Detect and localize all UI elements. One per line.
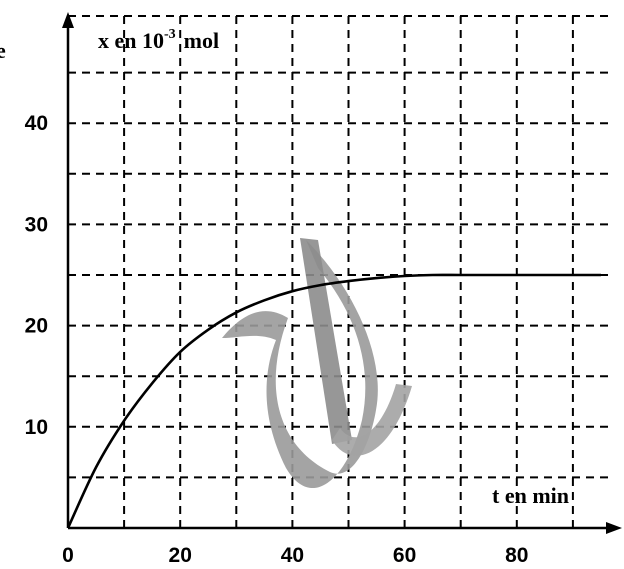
watermark-logo bbox=[222, 238, 412, 489]
partial-edge-text: e bbox=[0, 38, 6, 63]
y-label-exponent: -3 bbox=[164, 27, 176, 42]
series-line bbox=[66, 273, 601, 529]
y-label-unit: mol bbox=[184, 28, 219, 53]
y-tick-label: 30 bbox=[25, 213, 48, 236]
x-tick-label: 40 bbox=[281, 544, 304, 567]
x-tick-label: 20 bbox=[169, 544, 192, 567]
x-axis-label: t en min bbox=[492, 483, 569, 508]
watermark-stroke bbox=[300, 238, 352, 444]
y-tick-label: 40 bbox=[25, 112, 48, 135]
grid bbox=[68, 15, 612, 528]
watermark-tail bbox=[332, 384, 412, 456]
y-tick-label: 20 bbox=[25, 315, 48, 338]
x-axis-arrow bbox=[606, 522, 622, 534]
y-axis-arrow bbox=[62, 12, 74, 28]
y-axis-label: x en 10-3 mol bbox=[98, 27, 219, 53]
axes bbox=[62, 12, 622, 534]
tick-labels: 0 20 40 60 80 10 20 30 40 bbox=[25, 112, 529, 567]
x-tick-label: 80 bbox=[505, 544, 528, 567]
y-label-text: x en 10 bbox=[98, 28, 164, 53]
x-tick-label: 0 bbox=[62, 544, 74, 567]
x-tick-label: 60 bbox=[393, 544, 416, 567]
y-tick-label: 10 bbox=[25, 416, 48, 439]
